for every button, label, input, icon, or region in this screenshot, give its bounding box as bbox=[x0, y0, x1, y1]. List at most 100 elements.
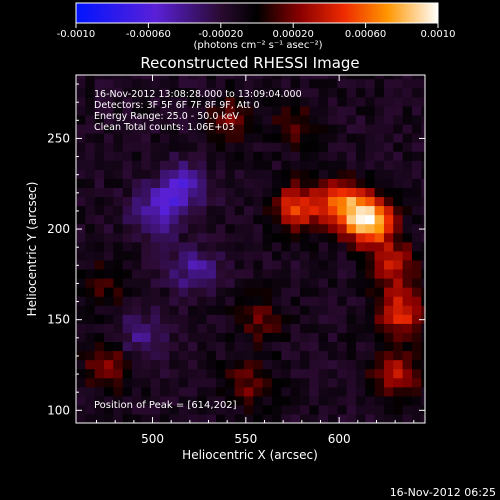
heatmap-cell bbox=[393, 87, 404, 98]
heatmap-cell bbox=[365, 187, 376, 198]
heatmap-cell bbox=[271, 169, 282, 179]
heatmap-cell bbox=[327, 359, 338, 370]
heatmap-cell bbox=[85, 268, 96, 279]
heatmap-cell bbox=[299, 278, 310, 288]
heatmap-cell bbox=[131, 368, 142, 379]
heatmap-cell bbox=[318, 214, 329, 225]
heatmap-cell bbox=[327, 377, 338, 388]
heatmap-cell bbox=[402, 232, 413, 243]
heatmap-cell bbox=[383, 350, 394, 361]
heatmap-cell bbox=[374, 223, 385, 234]
heatmap-cell bbox=[281, 187, 292, 198]
heatmap-cell bbox=[113, 314, 124, 324]
heatmap-cell bbox=[374, 178, 385, 188]
heatmap-cell bbox=[113, 386, 124, 397]
heatmap-cell bbox=[234, 278, 245, 288]
heatmap-cell bbox=[187, 386, 198, 397]
heatmap-cell bbox=[327, 323, 338, 333]
heatmap-cell bbox=[243, 305, 254, 315]
heatmap-cell bbox=[178, 75, 189, 80]
heatmap-cell bbox=[169, 105, 180, 116]
heatmap-cell bbox=[206, 341, 217, 352]
heatmap-cell bbox=[94, 123, 105, 134]
heatmap-cell bbox=[159, 287, 170, 297]
heatmap-cell bbox=[206, 323, 217, 333]
heatmap-cell bbox=[187, 223, 198, 234]
heatmap-cell bbox=[85, 169, 96, 179]
heatmap-cell bbox=[122, 250, 133, 261]
heatmap-cell bbox=[113, 250, 124, 261]
heatmap-cell bbox=[225, 278, 236, 288]
heatmap-cell bbox=[150, 196, 161, 207]
heatmap-cell bbox=[85, 142, 96, 152]
heatmap-cell bbox=[206, 123, 217, 134]
heatmap-cell bbox=[337, 151, 348, 161]
heatmap-cell bbox=[215, 404, 226, 415]
heatmap-cell bbox=[113, 187, 124, 198]
heatmap-cell bbox=[150, 250, 161, 261]
heatmap-cell bbox=[103, 350, 114, 361]
heatmap-cell bbox=[113, 350, 124, 361]
heatmap-cell bbox=[215, 278, 226, 288]
heatmap-cell bbox=[197, 332, 208, 343]
heatmap-cell bbox=[103, 178, 114, 188]
heatmap-cell bbox=[141, 214, 152, 225]
heatmap-cell bbox=[131, 142, 142, 152]
heatmap-cell bbox=[253, 350, 264, 361]
heatmap-cell bbox=[94, 142, 105, 152]
heatmap-cell bbox=[281, 241, 292, 252]
heatmap-cell bbox=[411, 87, 422, 98]
heatmap-cell bbox=[159, 178, 170, 188]
heatmap-cell bbox=[253, 123, 264, 134]
heatmap-cell bbox=[76, 78, 86, 89]
heatmap-cell bbox=[365, 214, 376, 225]
heatmap-cell bbox=[299, 75, 310, 80]
heatmap-cell bbox=[206, 296, 217, 306]
heatmap-cell bbox=[122, 323, 133, 333]
heatmap-cell bbox=[281, 114, 292, 125]
heatmap-cell bbox=[141, 314, 152, 324]
heatmap-cell bbox=[243, 160, 254, 170]
heatmap-cell bbox=[122, 341, 133, 352]
heatmap-cell bbox=[318, 114, 329, 125]
heatmap-cell bbox=[187, 187, 198, 198]
heatmap-cell bbox=[76, 404, 86, 415]
heatmap-cell bbox=[346, 341, 357, 352]
heatmap-cell bbox=[327, 96, 338, 107]
heatmap-cell bbox=[234, 386, 245, 397]
heatmap-cell bbox=[411, 105, 422, 116]
heatmap-cell bbox=[318, 178, 329, 188]
heatmap-cell bbox=[150, 142, 161, 152]
heatmap-cell bbox=[94, 305, 105, 315]
heatmap-cell bbox=[243, 323, 254, 333]
heatmap-cell bbox=[187, 250, 198, 261]
heatmap-cell bbox=[262, 395, 273, 406]
heatmap-cell bbox=[299, 205, 310, 216]
heatmap-cell bbox=[243, 413, 254, 423]
heatmap-cell bbox=[355, 350, 366, 361]
heatmap-cell bbox=[206, 287, 217, 297]
heatmap-cell bbox=[85, 287, 96, 297]
heatmap-cell bbox=[262, 196, 273, 207]
heatmap-cell bbox=[85, 151, 96, 161]
heatmap-cell bbox=[215, 133, 226, 143]
heatmap-cell bbox=[271, 368, 282, 379]
heatmap-cell bbox=[337, 114, 348, 125]
heatmap-cell bbox=[103, 87, 114, 98]
heatmap-cell bbox=[355, 114, 366, 125]
heatmap-cell bbox=[271, 96, 282, 107]
heatmap-cell bbox=[281, 232, 292, 243]
heatmap-cell bbox=[309, 296, 320, 306]
heatmap-cell bbox=[178, 259, 189, 270]
heatmap-cell bbox=[383, 278, 394, 288]
heatmap-cell bbox=[178, 78, 189, 89]
heatmap-cell bbox=[122, 78, 133, 89]
heatmap-cell bbox=[76, 214, 86, 225]
heatmap-cell bbox=[234, 359, 245, 370]
heatmap-cell bbox=[281, 87, 292, 98]
heatmap-cell bbox=[76, 87, 86, 98]
heatmap-cell bbox=[159, 78, 170, 89]
heatmap-cell bbox=[281, 395, 292, 406]
heatmap-cell bbox=[393, 323, 404, 333]
heatmap-cell bbox=[234, 287, 245, 297]
